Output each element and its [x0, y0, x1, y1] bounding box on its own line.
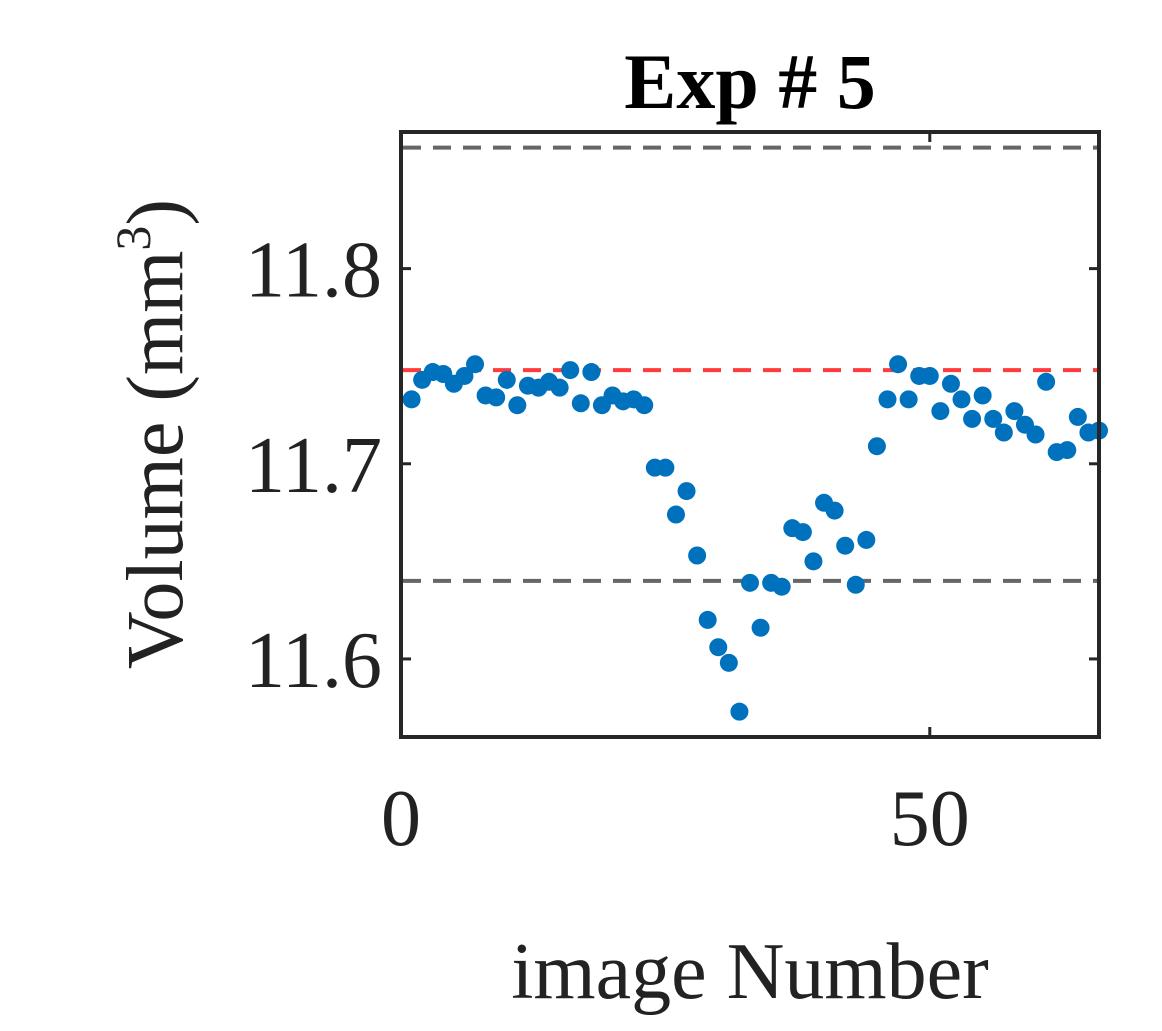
- data-point: [666, 505, 685, 524]
- y-tick-label: 11.6: [245, 617, 382, 705]
- data-point: [487, 388, 506, 407]
- x-ticks: 0 50: [381, 132, 970, 863]
- data-point: [698, 610, 717, 629]
- data-point: [1026, 425, 1045, 444]
- data-point: [1068, 407, 1087, 426]
- reference-lines: [403, 145, 1097, 583]
- chart-title: Exp # 5: [624, 38, 875, 125]
- data-point: [1005, 402, 1024, 421]
- data-point: [846, 575, 865, 594]
- data-point: [571, 394, 590, 413]
- y-ticks: 11.6 11.7 11.8: [245, 227, 1099, 705]
- data-point: [793, 523, 812, 542]
- data-point: [561, 361, 580, 380]
- x-tick-label: 50: [890, 775, 970, 863]
- data-point: [857, 530, 876, 549]
- data-point: [635, 396, 654, 415]
- y-axis-label-main: Volume (mm: [112, 251, 200, 670]
- data-point: [994, 423, 1013, 442]
- data-point: [836, 536, 855, 555]
- data-point: [772, 577, 791, 596]
- data-points: [402, 355, 1108, 721]
- data-point: [941, 374, 960, 393]
- x-tick-label: 0: [381, 775, 421, 863]
- x-axis-label: image Number: [511, 928, 989, 1016]
- data-point: [656, 458, 675, 477]
- data-point: [497, 370, 516, 389]
- data-point: [751, 618, 770, 637]
- data-point: [730, 702, 749, 721]
- data-point: [582, 363, 601, 382]
- data-point: [741, 573, 759, 592]
- y-axis-label-close: ): [112, 199, 200, 226]
- data-point: [719, 653, 738, 672]
- data-point: [688, 546, 707, 565]
- data-point: [889, 355, 908, 374]
- data-point: [709, 638, 728, 657]
- data-point: [677, 482, 696, 501]
- data-point: [1037, 372, 1056, 391]
- y-tick-label: 11.8: [245, 227, 382, 315]
- y-axis-label-superscript: 3: [105, 226, 161, 251]
- data-point: [931, 402, 950, 421]
- data-point: [963, 409, 982, 428]
- data-point: [984, 409, 1003, 428]
- data-point: [920, 366, 939, 385]
- y-axis-label: Volume (mm3): [105, 199, 200, 669]
- data-point: [1058, 441, 1077, 460]
- data-point: [550, 378, 569, 397]
- data-point: [825, 501, 844, 520]
- data-point: [878, 390, 897, 409]
- data-point: [508, 396, 527, 415]
- data-point: [402, 390, 421, 409]
- y-tick-label: 11.7: [245, 422, 382, 510]
- data-point: [466, 355, 485, 374]
- data-point: [899, 390, 918, 409]
- data-point: [952, 390, 971, 409]
- data-point: [455, 366, 474, 385]
- data-point: [867, 437, 886, 456]
- plot-frame: [399, 130, 1101, 739]
- data-point: [804, 552, 823, 571]
- data-point: [973, 386, 992, 405]
